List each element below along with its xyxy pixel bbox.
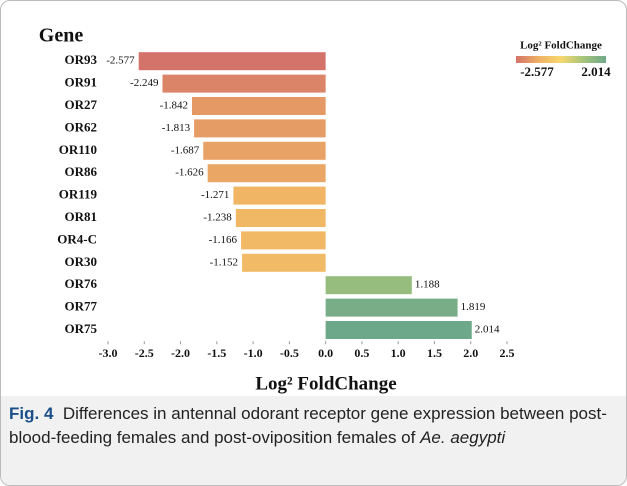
value-label: -1.813 — [162, 122, 191, 134]
y-tick-label: OR119 — [59, 187, 98, 202]
legend-title: Log² FoldChange — [520, 40, 602, 52]
bar — [203, 141, 326, 160]
y-tick-label: OR27 — [65, 97, 98, 112]
caption-species: Ae. aegypti — [420, 428, 506, 447]
y-tick-label: OR76 — [65, 276, 98, 291]
x-tick-label: 0.5 — [354, 346, 369, 360]
x-tick-label: 1.5 — [427, 346, 442, 360]
chart: Gene Log² FoldChange Log² FoldChange -2.… — [39, 25, 611, 395]
bar — [241, 231, 326, 250]
x-tick-label: -2.0 — [171, 346, 190, 360]
bar — [325, 298, 458, 317]
caption-text: Differences in antennal odorant receptor… — [9, 404, 607, 447]
bar — [162, 74, 326, 93]
value-label: -2.577 — [106, 55, 135, 67]
bar — [233, 186, 326, 205]
caption: Fig. 4 Differences in antennal odorant r… — [1, 396, 626, 485]
y-tick-label: OR30 — [65, 254, 98, 269]
x-axis-label: Log² FoldChange — [255, 373, 396, 394]
x-tick-label: 2.5 — [500, 346, 515, 360]
value-label: -1.166 — [209, 234, 238, 246]
y-axis-label: Gene — [39, 25, 84, 47]
legend-max: 2.014 — [581, 64, 611, 79]
y-tick-label: OR62 — [65, 119, 98, 134]
value-label: -1.687 — [171, 144, 200, 156]
x-tick-label: -1.5 — [207, 346, 226, 360]
bar — [325, 321, 472, 339]
value-label: -1.842 — [160, 100, 188, 112]
bar — [192, 97, 326, 115]
y-tick-label: OR4-C — [57, 231, 97, 246]
y-tick-label: OR110 — [59, 142, 97, 157]
value-label: -1.271 — [201, 189, 229, 201]
y-tick-label: OR75 — [65, 321, 98, 336]
y-tick-label: OR77 — [65, 299, 98, 314]
bar — [207, 164, 326, 183]
caption-label: Fig. 4 — [9, 404, 54, 423]
value-label: -1.152 — [210, 256, 238, 268]
x-tick-label: -1.0 — [244, 346, 263, 360]
value-label: -1.238 — [203, 212, 232, 224]
y-tick-label: OR91 — [65, 75, 98, 90]
x-tick-label: 1.0 — [391, 346, 406, 360]
legend-gradient — [516, 56, 606, 63]
y-tick-label: OR86 — [65, 164, 98, 179]
value-label: 2.014 — [475, 324, 500, 336]
y-tick-label: OR93 — [65, 52, 98, 67]
bar — [138, 52, 326, 71]
value-label: 1.819 — [461, 301, 486, 313]
bar — [325, 276, 412, 295]
x-tick-label: -2.5 — [135, 346, 154, 360]
value-label: -1.626 — [175, 167, 204, 179]
bar — [242, 253, 326, 272]
legend-min: -2.577 — [520, 64, 554, 79]
bar — [235, 209, 326, 227]
x-tick-label: -0.5 — [280, 346, 299, 360]
x-tick-label: 0.0 — [318, 346, 333, 360]
bar — [194, 119, 326, 138]
value-label: 1.188 — [415, 279, 440, 291]
x-tick-label: 2.0 — [463, 346, 478, 360]
value-label: -2.249 — [130, 77, 159, 89]
x-tick-label: -3.0 — [99, 346, 118, 360]
y-tick-label: OR81 — [65, 209, 98, 224]
